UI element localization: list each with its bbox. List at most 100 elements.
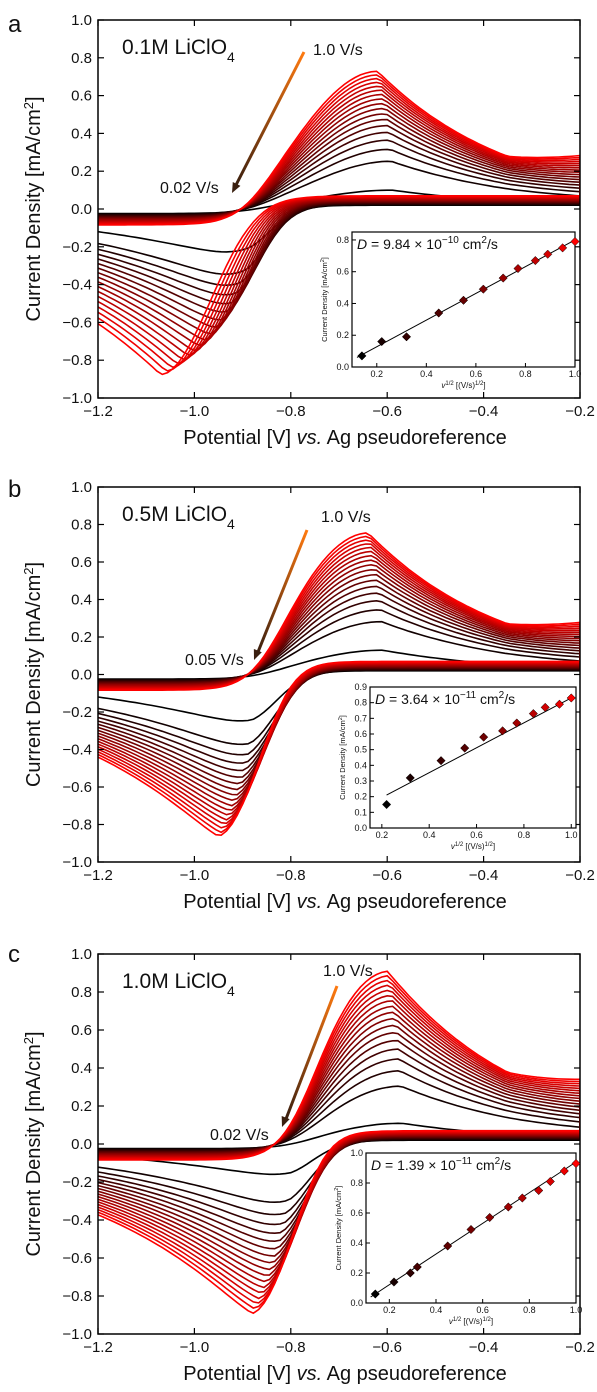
scan-rate-high-label: 1.0 V/s xyxy=(323,963,373,980)
inset-y-axis-label: Current Density [mA/cm2] xyxy=(334,1186,343,1271)
x-tick-label: −0.4 xyxy=(469,1339,499,1356)
x-tick-label: −0.2 xyxy=(565,1339,595,1356)
inset-data-point xyxy=(543,249,553,259)
y-tick-label: −0.8 xyxy=(62,817,92,834)
x-tick-label: −0.6 xyxy=(372,867,402,884)
cv-curves xyxy=(98,70,580,376)
inset-y-tick-label: 0.1 xyxy=(354,807,367,817)
y-tick-label: −1.0 xyxy=(62,854,92,871)
cv-curve xyxy=(98,970,580,1315)
inset-y-tick-label: 0.4 xyxy=(336,298,349,308)
condition-label: 0.1M LiClO4 xyxy=(122,36,235,65)
y-tick-label: −1.0 xyxy=(62,1326,92,1343)
inset-data-point xyxy=(443,1241,453,1251)
y-tick-label: 0.4 xyxy=(71,125,92,142)
inset-x-tick-label: 0.4 xyxy=(430,1305,443,1315)
inset-x-tick-label: 0.8 xyxy=(518,830,531,840)
inset-y-tick-label: 0.6 xyxy=(350,1208,363,1218)
inset-plot: 0.2 0.4 0.6 0.8 1.0 0.0 0.2 0.4 0.6 0.8 1.0 Current… xyxy=(334,1148,582,1326)
panel-b: b−1.2 −1.0 −0.8 −0.6 −0.4 −0.2−1.0−0.8−0.6−0.… xyxy=(8,476,595,913)
diffusion-coefficient-label: D = 9.84 × 10−10 cm2/s xyxy=(357,235,498,252)
inset-data-point xyxy=(498,273,508,283)
inset-data-point xyxy=(478,284,488,294)
inset-data-point xyxy=(377,337,387,347)
x-tick-label: −0.6 xyxy=(372,403,402,420)
scan-rate-low-label: 0.02 V/s xyxy=(210,1127,269,1144)
scan-rate-high-label: 1.0 V/s xyxy=(313,42,363,59)
inset-data-point xyxy=(545,1176,555,1187)
cv-curve xyxy=(98,70,580,376)
inset-x-axis-label: v1/2 [(V/s)1/2] xyxy=(449,1317,493,1326)
y-tick-label: 0.4 xyxy=(71,1060,92,1077)
inset-x-tick-label: 1.0 xyxy=(569,369,582,379)
cv-curve xyxy=(98,649,580,722)
y-tick-label: −0.2 xyxy=(62,1174,92,1191)
y-tick-label: 0.8 xyxy=(71,50,92,67)
y-tick-label: 0.2 xyxy=(71,163,92,180)
x-tick-label: −1.2 xyxy=(83,867,113,884)
x-tick-label: −1.2 xyxy=(83,403,113,420)
cv-curve xyxy=(98,189,580,253)
inset-data-point xyxy=(357,351,367,361)
inset-x-tick-label: 0.6 xyxy=(470,369,483,379)
scan-rate-low-label: 0.02 V/s xyxy=(160,180,219,197)
inset-y-tick-label: 0.4 xyxy=(350,1238,363,1248)
y-tick-label: −0.2 xyxy=(62,239,92,256)
inset-y-tick-label: 0.8 xyxy=(354,698,367,708)
y-tick-label: 1.0 xyxy=(71,946,92,963)
inset-data-point xyxy=(498,726,508,736)
y-tick-label: 0.6 xyxy=(71,88,92,105)
inset-x-tick-label: 0.2 xyxy=(376,830,389,840)
inset-y-tick-label: 0.4 xyxy=(354,760,367,770)
y-tick-label: −0.4 xyxy=(62,742,92,759)
condition-label: 1.0M LiClO4 xyxy=(122,970,235,999)
inset-y-tick-label: 0.9 xyxy=(354,682,367,692)
y-tick-label: 0.2 xyxy=(71,1098,92,1115)
inset-data-point xyxy=(401,332,412,342)
diffusion-coefficient-label: D = 1.39 × 10−11 cm2/s xyxy=(371,1156,511,1173)
inset-data-point xyxy=(512,718,522,728)
inset-data-point xyxy=(570,236,580,247)
inset-data-point xyxy=(534,1185,544,1196)
inset-y-tick-label: 1.0 xyxy=(350,1148,363,1158)
panel-a: a−1.2 −1.0 −0.8 −0.6 −0.4 −0.2−1.0−0.8−0.6−0.… xyxy=(8,11,595,449)
inset-fit-line xyxy=(386,697,572,796)
inset-data-point xyxy=(434,308,444,318)
inset-y-tick-label: 0.6 xyxy=(336,267,349,277)
x-axis-label: Potential [V] vs. Ag pseudoreference xyxy=(183,1363,507,1385)
inset-data-point xyxy=(389,1277,399,1287)
condition-label: 0.5M LiClO4 xyxy=(122,503,235,532)
y-tick-label: 0.4 xyxy=(71,592,92,609)
inset-y-tick-label: 0.8 xyxy=(350,1178,363,1188)
scan-rate-low-label: 0.05 V/s xyxy=(185,652,244,669)
inset-y-tick-label: 0.3 xyxy=(354,776,367,786)
inset-y-tick-label: 0.6 xyxy=(354,729,367,739)
y-tick-label: −0.8 xyxy=(62,352,92,369)
y-tick-label: −1.0 xyxy=(62,390,92,407)
inset-x-tick-label: 0.2 xyxy=(371,369,384,379)
cv-curve xyxy=(98,620,580,746)
x-tick-label: −0.6 xyxy=(372,1339,402,1356)
panel-letter: b xyxy=(8,476,21,503)
y-tick-label: 0.0 xyxy=(71,1136,92,1153)
y-tick-label: 0.6 xyxy=(71,554,92,571)
y-axis-label: Current Density [mA/cm2] xyxy=(21,96,46,321)
inset-x-tick-label: 0.6 xyxy=(470,830,483,840)
inset-data-point xyxy=(566,693,576,703)
inset-data-point xyxy=(405,1268,415,1278)
inset-x-tick-label: 0.4 xyxy=(420,369,433,379)
scan-rate-arrow xyxy=(284,985,339,1120)
inset-x-axis-label: v1/2 [(V/s)1/2] xyxy=(451,842,495,851)
cv-curves xyxy=(98,532,580,837)
y-tick-label: −0.4 xyxy=(62,1212,92,1229)
x-axis-label: Potential [V] vs. Ag pseudoreference xyxy=(183,427,507,449)
x-tick-label: −1.0 xyxy=(180,1339,210,1356)
inset-y-tick-label: 0.2 xyxy=(336,330,349,340)
inset-data-point xyxy=(412,1262,422,1272)
y-tick-label: −0.6 xyxy=(62,314,92,331)
inset-data-point xyxy=(382,799,392,810)
inset-data-point xyxy=(466,1224,476,1235)
inset-data-point xyxy=(558,243,568,253)
inset-y-tick-label: 0.0 xyxy=(350,1298,363,1308)
y-axis-label: Current Density [mA/cm2] xyxy=(21,562,46,787)
